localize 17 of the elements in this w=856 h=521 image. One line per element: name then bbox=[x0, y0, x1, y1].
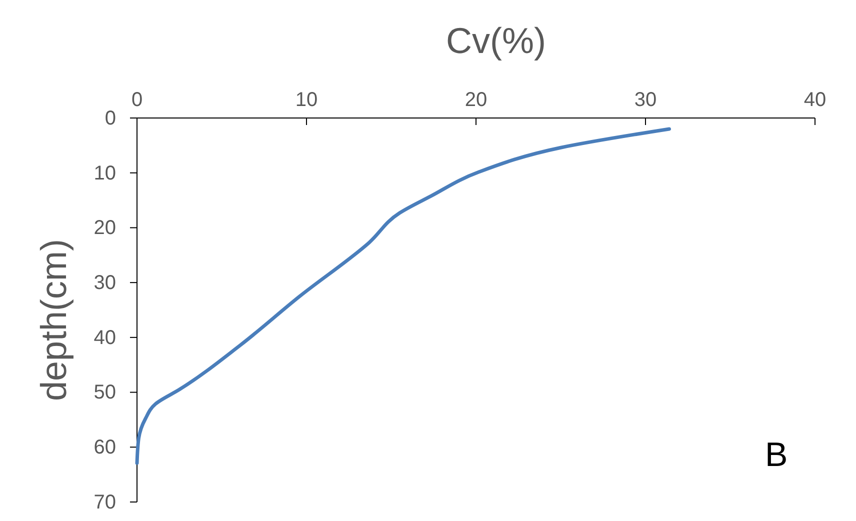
y-tick-label: 40 bbox=[94, 326, 116, 349]
x-tick-label: 20 bbox=[464, 89, 488, 111]
y-tick-label: 10 bbox=[94, 162, 116, 184]
x-tick-label: 30 bbox=[634, 89, 657, 111]
y-tick-label: 70 bbox=[94, 491, 116, 514]
y-tick-label: 0 bbox=[104, 107, 116, 130]
x-tick-label: 10 bbox=[295, 89, 318, 111]
x-tick-label: 40 bbox=[804, 89, 826, 111]
y-axis-title: depth(cm) bbox=[33, 238, 74, 402]
y-tick-label: 60 bbox=[94, 436, 116, 459]
x-axis-title: Cv(%) bbox=[446, 20, 546, 61]
y-tick-label: 20 bbox=[94, 217, 116, 240]
y-tick-label: 50 bbox=[94, 382, 116, 404]
y-tick-label: 30 bbox=[94, 272, 116, 294]
x-tick-label: 0 bbox=[131, 89, 143, 111]
line-series bbox=[135, 127, 671, 465]
annotation: B bbox=[765, 436, 788, 474]
